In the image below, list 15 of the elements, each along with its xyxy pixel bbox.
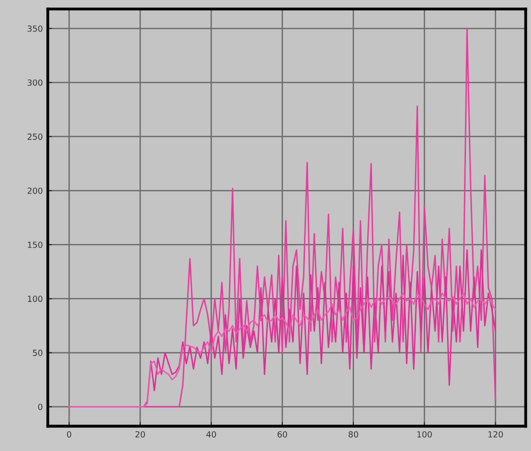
y-tick-label: 0 [38, 404, 42, 410]
y-tick-label: 100 [28, 296, 42, 302]
y-tick-label: 350 [28, 25, 42, 32]
x-tick-label: 100 [417, 431, 432, 438]
x-tick-label: 60 [278, 431, 288, 438]
x-tick-label: 40 [206, 431, 216, 438]
x-tick-label: 80 [348, 431, 358, 438]
y-tick-label: 150 [28, 242, 42, 248]
y-tick-label: 50 [32, 350, 42, 356]
y-tick-label: 200 [28, 188, 42, 194]
y-tick-label: 250 [28, 134, 42, 140]
y-tick-label: 300 [28, 79, 42, 86]
x-tick-label: 20 [135, 431, 145, 438]
x-tick-label: 0 [67, 431, 72, 438]
x-tick-label: 120 [488, 431, 503, 438]
